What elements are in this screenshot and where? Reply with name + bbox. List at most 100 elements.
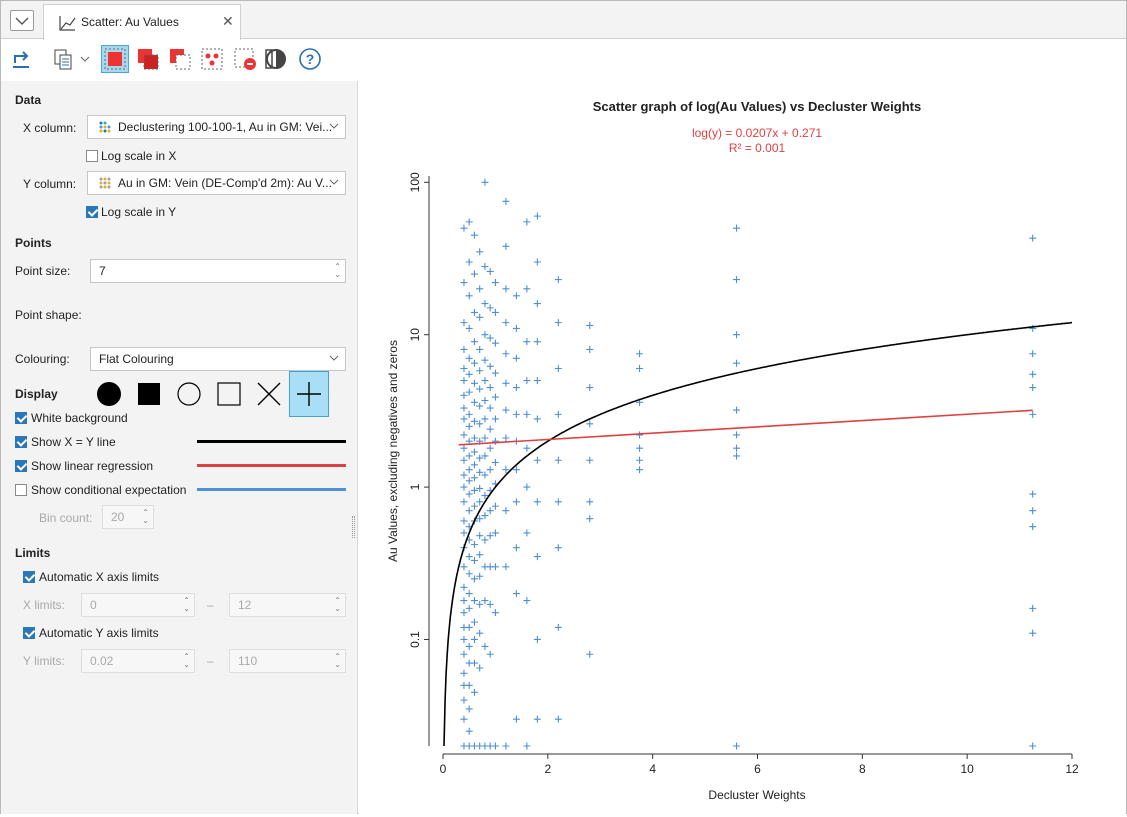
data-point <box>476 515 484 523</box>
y-min-value: 0.02 <box>90 654 114 668</box>
bin-count-input[interactable]: 20 ⌃ ⌄ <box>102 505 154 529</box>
data-point <box>512 324 520 332</box>
show-regression-checkbox[interactable] <box>15 460 27 472</box>
data-point <box>486 650 494 658</box>
deselect-icon[interactable] <box>231 45 259 73</box>
regression-equation: log(y) = 0.0207x + 0.271 <box>692 126 822 140</box>
x-tick-label: 4 <box>649 762 656 776</box>
conditional-colour-swatch[interactable] <box>197 488 346 491</box>
panel-splitter-handle[interactable] <box>352 516 355 538</box>
select-remove-icon[interactable] <box>166 45 194 73</box>
square-icon[interactable] <box>210 371 248 417</box>
data-point <box>512 384 520 392</box>
help-icon[interactable]: ? <box>296 45 324 73</box>
white-background-checkbox[interactable] <box>15 412 27 424</box>
circle-icon[interactable] <box>170 371 208 417</box>
copy-dropdown-chevron-icon[interactable] <box>77 45 93 73</box>
data-point <box>476 664 484 672</box>
data-point <box>523 377 531 385</box>
plus-icon[interactable] <box>289 371 329 417</box>
data-point <box>533 338 541 346</box>
data-point <box>476 468 484 476</box>
data-point <box>486 384 494 392</box>
data-point <box>470 486 478 494</box>
data-point <box>502 563 510 571</box>
data-point <box>476 532 484 540</box>
x-tick-label: 12 <box>1065 762 1079 776</box>
select-add-icon[interactable] <box>134 45 162 73</box>
data-point <box>465 354 473 362</box>
data-point <box>481 492 489 500</box>
data-point <box>481 434 489 442</box>
data-point <box>533 635 541 643</box>
data-point <box>476 402 484 410</box>
data-point <box>476 345 484 353</box>
chevron-down-icon <box>15 17 29 25</box>
data-point <box>502 242 510 250</box>
y-column-select[interactable]: Au in GM: Vein (DE-Comp'd 2m): Au V... <box>87 171 346 195</box>
xy-line-colour-swatch[interactable] <box>197 440 346 443</box>
y-column-label: Y column: <box>23 177 77 191</box>
x-column-select[interactable]: Declustering 100-100-1, Au in GM: Vei... <box>87 115 346 139</box>
dataset-icon <box>99 121 111 133</box>
filled-circle-icon[interactable] <box>90 371 128 417</box>
x-tick-label: 10 <box>960 762 974 776</box>
data-point <box>476 600 484 608</box>
copy-icon[interactable] <box>49 45 77 73</box>
x-max-value: 12 <box>238 598 252 612</box>
data-point <box>481 512 489 520</box>
x-tick-label: 2 <box>544 762 551 776</box>
y-min-input[interactable]: 0.02 ⌃ ⌄ <box>81 649 195 673</box>
data-point <box>491 308 499 316</box>
x-column-value: Declustering 100-100-1, Au in GM: Vei... <box>118 120 333 134</box>
x-max-input[interactable]: 12 ⌃ ⌄ <box>229 593 346 617</box>
data-point <box>465 218 473 226</box>
x-cross-icon[interactable] <box>250 371 288 417</box>
data-point <box>486 362 494 370</box>
export-icon[interactable] <box>7 45 35 73</box>
data-point <box>586 384 594 392</box>
data-point <box>465 553 473 561</box>
data-point <box>554 319 562 327</box>
y-tick-label: 1 <box>408 483 422 490</box>
y-axis-label: Au Values, excluding negatives and zeros <box>386 340 400 562</box>
colouring-value: Flat Colouring <box>99 352 174 366</box>
chevron-down-icon <box>329 355 339 361</box>
data-point <box>533 553 541 561</box>
tab-scatter[interactable]: Scatter: Au Values ✕ <box>43 4 241 40</box>
auto-y-limits-checkbox[interactable] <box>23 627 35 639</box>
log-x-checkbox[interactable] <box>86 150 98 162</box>
data-point <box>460 319 468 327</box>
show-xy-line-checkbox[interactable] <box>15 436 27 448</box>
data-point <box>486 507 494 515</box>
select-box-icon[interactable] <box>101 45 129 73</box>
log-y-checkbox[interactable] <box>86 206 98 218</box>
data-point <box>465 292 473 300</box>
regression-colour-swatch[interactable] <box>197 464 346 467</box>
data-point <box>523 285 531 293</box>
close-icon[interactable]: ✕ <box>222 13 234 29</box>
x-limits-label: X limits: <box>23 598 65 612</box>
data-point <box>465 477 473 485</box>
tab-menu-button[interactable] <box>10 10 34 31</box>
plot-area[interactable]: Scatter graph of log(Au Values) vs Declu… <box>359 81 1126 814</box>
show-conditional-checkbox[interactable] <box>15 484 27 496</box>
show-regression-label: Show linear regression <box>31 459 154 473</box>
colouring-select[interactable]: Flat Colouring <box>90 347 346 371</box>
point-size-input[interactable]: 7 ⌃ ⌄ <box>90 259 346 283</box>
white-background-label: White background <box>31 411 128 425</box>
data-point <box>486 267 494 275</box>
scatter-chart[interactable]: Scatter graph of log(Au Values) vs Declu… <box>359 81 1126 814</box>
auto-x-limits-checkbox[interactable] <box>23 571 35 583</box>
show-xy-line-label: Show X = Y line <box>31 435 116 449</box>
select-points-icon[interactable] <box>198 45 226 73</box>
spinner-arrows-icon: ⌃ ⌄ <box>183 652 190 669</box>
x-min-input[interactable]: 0 ⌃ ⌄ <box>81 593 195 617</box>
invert-icon[interactable] <box>262 45 290 73</box>
spinner-arrows-icon[interactable]: ⌃ ⌄ <box>334 262 341 279</box>
filled-square-icon[interactable] <box>130 371 168 417</box>
data-point <box>481 263 489 271</box>
data-point <box>636 466 644 474</box>
y-max-input[interactable]: 110 ⌃ ⌄ <box>229 649 346 673</box>
data-point <box>460 498 468 506</box>
